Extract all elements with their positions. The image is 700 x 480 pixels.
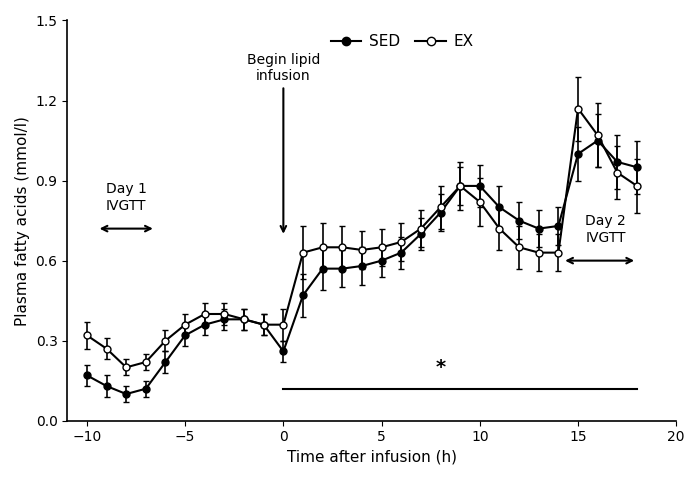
Y-axis label: Plasma fatty acids (mmol/l): Plasma fatty acids (mmol/l) xyxy=(15,116,30,325)
Text: *: * xyxy=(435,358,446,377)
Legend: SED, EX: SED, EX xyxy=(325,28,480,55)
Text: Day 2
IVGTT: Day 2 IVGTT xyxy=(585,215,626,245)
Text: Begin lipid
infusion: Begin lipid infusion xyxy=(246,52,320,231)
X-axis label: Time after infusion (h): Time after infusion (h) xyxy=(287,450,457,465)
Text: Day 1
IVGTT: Day 1 IVGTT xyxy=(106,182,146,213)
